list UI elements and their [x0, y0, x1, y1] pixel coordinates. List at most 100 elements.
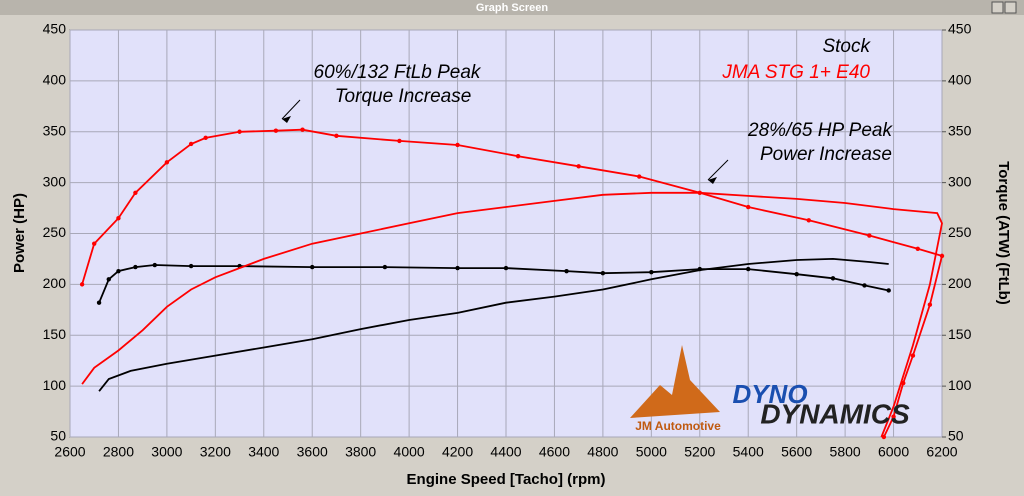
data-point: [901, 380, 906, 386]
restore-button[interactable]: [991, 1, 1004, 14]
data-point: [746, 204, 751, 210]
logo-brand-bottom: DYNAMICS: [760, 398, 910, 429]
data-point: [382, 264, 388, 270]
series-layer: [79, 127, 945, 440]
data-point: [927, 302, 933, 307]
x-tick-label: 4200: [442, 444, 473, 460]
data-point: [867, 233, 872, 238]
series-line: [81, 191, 943, 438]
x-tick-label: 4800: [587, 444, 618, 460]
grid: [69, 29, 943, 438]
data-point: [600, 270, 606, 276]
x-tick-label: 5600: [781, 444, 812, 460]
annotation-arrow: [281, 99, 301, 120]
y2-tick-label: 450: [948, 21, 972, 37]
annotation-arrow: [707, 159, 729, 181]
annotation-text: Power Increase: [760, 144, 892, 165]
data-point: [133, 264, 138, 270]
logo-mark: [630, 345, 720, 418]
logo: JM Automotive DYNO DYNAMICS: [630, 345, 910, 433]
x-tick-label: 2800: [103, 444, 134, 460]
x-tick-label: 4400: [490, 444, 521, 460]
data-point: [300, 127, 305, 132]
data-point: [334, 133, 339, 139]
data-point: [310, 264, 315, 270]
data-point: [649, 269, 654, 275]
data-point: [891, 414, 896, 419]
y-tick-label: 350: [43, 122, 67, 138]
y-axis-label: Power (HP): [11, 193, 28, 273]
data-point: [564, 268, 569, 274]
x-tick-label: 3400: [248, 444, 279, 460]
annotation-arrowhead: [282, 116, 291, 123]
data-point: [273, 128, 279, 133]
data-point: [116, 216, 121, 221]
data-point: [576, 164, 581, 169]
x-tick-label: 3000: [151, 444, 182, 460]
y2-tick-label: 250: [948, 224, 972, 240]
annotation-arrowhead: [708, 177, 717, 184]
series-line: [98, 257, 889, 392]
y2-tick-label: 400: [948, 72, 972, 88]
y2-tick-label: 100: [948, 377, 972, 393]
y2-tick-label: 150: [948, 326, 972, 342]
annotation-text: 60%/132 FtLb Peak: [314, 62, 482, 83]
x-tick-label: 5400: [733, 444, 764, 460]
window-title: Graph Screen: [476, 2, 548, 14]
x-tick-label: 5200: [684, 444, 715, 460]
data-point: [152, 262, 157, 268]
data-point: [886, 288, 891, 293]
y2-axis-label: Torque (ATW) (FtLb): [995, 161, 1012, 305]
title-bar: [0, 0, 1024, 15]
x-tick-label: 3600: [297, 444, 328, 460]
x-tick-label: 5000: [636, 444, 667, 460]
data-point: [92, 241, 97, 246]
data-point: [515, 153, 521, 159]
y-tick-label: 100: [43, 377, 67, 393]
data-point: [203, 135, 208, 141]
y-tick-label: 450: [43, 21, 67, 37]
y-tick-label: 250: [43, 224, 67, 240]
data-point: [455, 265, 460, 271]
data-point: [939, 253, 945, 259]
legend-entry: Stock: [822, 36, 871, 57]
y-tick-label: 50: [50, 428, 66, 444]
y2-tick-label: 50: [948, 428, 964, 444]
annotation-text: Torque Increase: [335, 86, 472, 107]
data-point: [794, 272, 799, 277]
data-point: [697, 266, 702, 272]
data-point: [806, 218, 811, 223]
data-point: [455, 142, 460, 148]
y2-tick-label: 300: [948, 173, 972, 189]
data-point: [830, 276, 836, 281]
x-tick-label: 6200: [926, 444, 957, 460]
data-point: [96, 300, 102, 305]
logo-brand-top: DYNO: [732, 379, 807, 409]
data-point: [133, 190, 138, 195]
x-tick-label: 4600: [539, 444, 570, 460]
close-button[interactable]: [1004, 1, 1017, 14]
data-point: [188, 141, 194, 147]
data-point: [746, 266, 751, 272]
data-point: [881, 434, 887, 440]
series-line: [98, 264, 889, 304]
y-tick-label: 150: [43, 326, 67, 342]
annotation-text: 28%/65 HP Peak: [747, 120, 893, 141]
y-tick-label: 200: [43, 275, 67, 291]
data-point: [188, 263, 194, 269]
logo-company: JM Automotive: [635, 419, 721, 433]
x-tick-label: 6000: [878, 444, 909, 460]
data-point: [915, 246, 920, 251]
x-axis-label: Engine Speed [Tacho] (rpm): [407, 471, 606, 488]
data-point: [237, 129, 242, 134]
x-tick-label: 3200: [200, 444, 231, 460]
y2-tick-label: 200: [948, 275, 972, 291]
x-tick-label: 3800: [345, 444, 376, 460]
data-point: [164, 160, 170, 165]
x-tick-label: 2600: [54, 444, 85, 460]
data-point: [116, 268, 121, 274]
y-tick-label: 300: [43, 173, 67, 189]
data-point: [503, 265, 509, 271]
